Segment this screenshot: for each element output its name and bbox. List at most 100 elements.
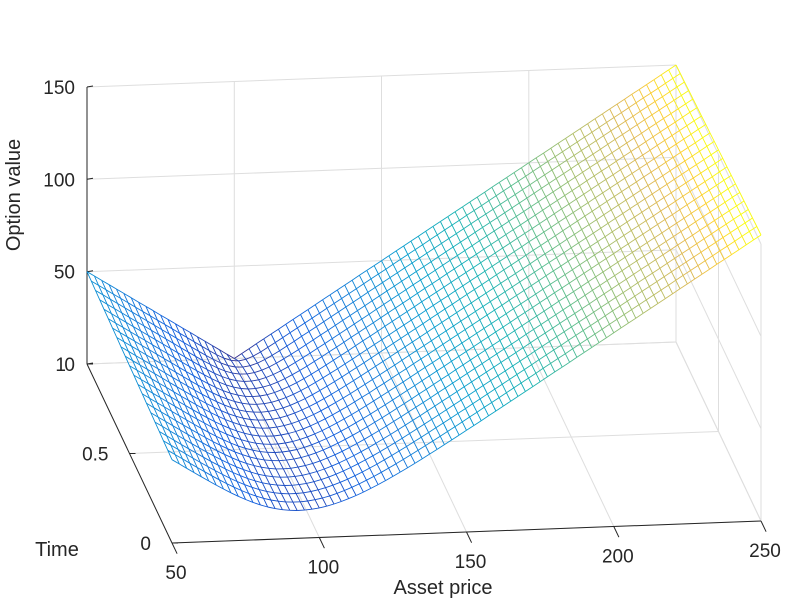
- mesh-line-time: [536, 310, 545, 317]
- mesh-line-time: [402, 376, 411, 383]
- mesh-line-time: [275, 407, 284, 411]
- mesh-line-time: [336, 418, 345, 424]
- mesh-line-price: [285, 324, 372, 489]
- mesh-line-time: [399, 467, 408, 473]
- mesh-line-time: [154, 324, 163, 330]
- mesh-line-time: [309, 471, 318, 475]
- mesh-line-time: [508, 216, 517, 222]
- mesh-line-price: [543, 152, 629, 324]
- mesh-line-time: [632, 110, 641, 117]
- mesh-line-time: [694, 273, 703, 280]
- mesh-line-time: [302, 352, 311, 359]
- mesh-line-time: [231, 457, 240, 462]
- mesh-line-time: [700, 167, 709, 174]
- mesh-line-price: [462, 206, 548, 378]
- mesh-line-time: [362, 413, 371, 419]
- mesh-line-time: [589, 298, 598, 305]
- mesh-line-time: [230, 442, 239, 447]
- mesh-line-time: [235, 415, 244, 419]
- mesh-line-time: [505, 229, 514, 235]
- mesh-line-time: [358, 405, 367, 411]
- mesh-line-time: [530, 201, 539, 207]
- y-axis-label: Time: [35, 539, 79, 561]
- mesh-line-time: [666, 178, 675, 185]
- mesh-line-time: [566, 155, 575, 161]
- mesh-line-price: [439, 221, 526, 392]
- mesh-line-time: [167, 449, 176, 455]
- mesh-line-time: [533, 245, 541, 251]
- mesh-line-time: [617, 256, 626, 263]
- mesh-line-time: [176, 386, 185, 392]
- mesh-line-time: [380, 391, 389, 397]
- mesh-line-time: [246, 410, 254, 413]
- mesh-line-time: [598, 337, 607, 343]
- mesh-line-time: [462, 359, 471, 366]
- mesh-line-time: [213, 406, 222, 412]
- mesh-line-time: [687, 278, 695, 285]
- mesh-line-time: [386, 364, 395, 371]
- mesh-line-time: [250, 471, 259, 475]
- mesh-line-time: [659, 183, 668, 190]
- mesh-line-time: [608, 297, 616, 303]
- grid-line: [675, 157, 762, 337]
- mesh-line-time: [270, 328, 279, 335]
- mesh-line-time: [331, 333, 340, 339]
- mesh-line-time: [177, 449, 186, 455]
- mesh-line-time: [202, 360, 211, 365]
- mesh-line-time: [440, 216, 449, 222]
- mesh-line-time: [638, 84, 647, 90]
- mesh-line-time: [510, 316, 518, 323]
- mesh-line-time: [289, 327, 298, 334]
- mesh-line-time: [334, 450, 343, 456]
- mesh-line-time: [487, 388, 496, 395]
- mesh-line-time: [231, 407, 239, 411]
- mesh-line-time: [354, 396, 363, 403]
- mesh-line-time: [435, 422, 444, 429]
- mesh-line-time: [311, 441, 320, 446]
- mesh-line-time: [665, 293, 673, 299]
- mesh-line-time: [379, 369, 388, 376]
- mesh-line-time: [328, 402, 336, 408]
- mesh-line-time: [544, 169, 553, 176]
- mesh-line-time: [603, 130, 612, 137]
- mesh-line-time: [516, 211, 524, 217]
- mesh-line-time: [325, 484, 333, 489]
- mesh-line-time: [367, 287, 376, 293]
- mesh-line-time: [263, 333, 272, 340]
- mesh-line-time: [545, 270, 554, 277]
- mesh-line-time: [331, 462, 340, 467]
- mesh-line-time: [184, 356, 193, 362]
- mesh-line-time: [625, 194, 634, 201]
- grid-line: [675, 64, 762, 245]
- mesh-line-time: [402, 297, 411, 304]
- mesh-line-time: [312, 390, 321, 396]
- mesh-line-time: [491, 261, 500, 267]
- mesh-line-time: [571, 242, 579, 249]
- mesh-line-time: [274, 451, 283, 453]
- mesh-line-time: [565, 291, 574, 297]
- mesh-line-time: [640, 106, 648, 112]
- mesh-line-price: [373, 265, 460, 436]
- mesh-line-time: [278, 459, 287, 462]
- mesh-line-time: [111, 313, 119, 319]
- mesh-line-time: [668, 279, 677, 286]
- mesh-line-price: [329, 294, 416, 464]
- mesh-line-time: [195, 355, 204, 361]
- mesh-line-time: [688, 164, 697, 170]
- mesh-line-time: [222, 390, 231, 394]
- mesh-line-price: [344, 284, 431, 455]
- mesh-line-time: [115, 322, 124, 328]
- mesh-line-time: [459, 373, 468, 379]
- mesh-line-time: [265, 475, 273, 478]
- mesh-line-time: [203, 456, 212, 462]
- mesh-line-time: [366, 344, 375, 350]
- mesh-line-time: [395, 245, 404, 252]
- mesh-line-time: [581, 303, 590, 309]
- mesh-line-price: [234, 358, 320, 509]
- mesh-line-time: [375, 361, 384, 367]
- mesh-line-time: [445, 246, 454, 253]
- mesh-line-time: [692, 229, 701, 236]
- mesh-line-time: [106, 303, 115, 309]
- mesh-line-time: [679, 204, 688, 211]
- mesh-line-time: [208, 431, 217, 437]
